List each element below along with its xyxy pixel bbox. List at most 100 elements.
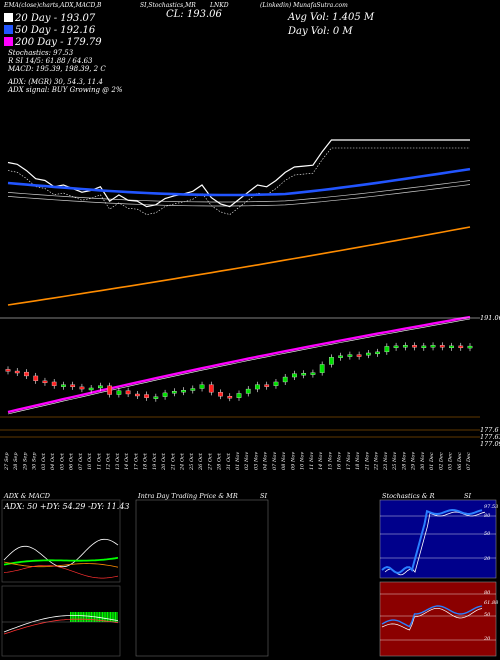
date-label: 18 Nov — [355, 452, 361, 470]
rsi-tick-value: 61.88 — [484, 600, 499, 606]
stoch-k-line — [381, 508, 483, 574]
candle-body — [245, 388, 251, 394]
legend-20-day-swatch — [4, 13, 13, 22]
candle-body — [51, 381, 57, 386]
moving-average-lines — [7, 139, 471, 415]
ma-200-price-highlight — [7, 318, 471, 415]
date-label: 11 Oct — [96, 452, 102, 470]
candle-body — [88, 387, 94, 391]
date-label: 05 Dec — [448, 452, 454, 470]
date-label: 18 Oct — [143, 452, 149, 470]
date-label: 29 Sep — [22, 452, 28, 471]
candle-body — [467, 345, 473, 349]
candle-body — [116, 390, 122, 395]
candle-body — [329, 357, 334, 365]
candle-body — [458, 345, 464, 349]
legend-50-day-label: 50 Day - 192.16 — [15, 25, 96, 36]
date-axis-labels: 27 Sep 28 Sep 29 Sep 30 Sep 03 Oct 04 Oct 05 O… — [4, 452, 472, 471]
candle-body — [79, 386, 85, 390]
date-label: 28 Nov — [401, 452, 407, 471]
price-label-current: 191.06 — [480, 314, 500, 322]
ma-band-lower — [7, 184, 471, 207]
candle-body — [190, 388, 196, 391]
date-label: 13 Oct — [115, 452, 121, 470]
legend-50-day: 50 Day - 192.16 — [4, 25, 95, 36]
info-rsi: R SI 14/5: 61.88 / 64.63 — [8, 57, 93, 65]
candle-body — [153, 396, 159, 399]
date-label: 25 Oct — [189, 452, 195, 471]
date-label: 04 Nov — [263, 452, 269, 470]
macd-histogram-bar — [105, 612, 107, 622]
candle-body — [421, 345, 427, 349]
candle-body — [171, 391, 177, 394]
date-label: 27 Sep — [4, 452, 10, 471]
date-label: 25 Nov — [392, 452, 398, 471]
stoch-tick-20: 20 — [484, 556, 491, 562]
candle-body — [70, 384, 76, 388]
candle-body — [402, 345, 408, 348]
date-label: 02 Nov — [244, 452, 250, 470]
date-label: 07 Dec — [466, 452, 472, 470]
date-label: 04 Oct — [50, 452, 56, 470]
date-label: 23 Nov — [383, 452, 389, 471]
date-label: 07 Oct — [78, 452, 84, 470]
candle-body — [135, 393, 140, 397]
candle-body — [319, 364, 325, 373]
date-label: 08 Nov — [281, 452, 287, 470]
ma-200-price-line — [7, 315, 471, 414]
date-label: 28 Oct — [217, 452, 223, 471]
date-label: 28 Sep — [13, 452, 19, 471]
date-label: 01 Dec — [429, 452, 435, 470]
info-stochastics: Stochastics: 97.53 — [8, 49, 74, 57]
date-label: 16 Nov — [337, 452, 343, 470]
macd-histogram-bar — [87, 612, 89, 622]
candle-body — [430, 345, 436, 348]
ma-200-day-line — [7, 226, 471, 306]
macd-histogram-bar — [74, 612, 76, 622]
adx-plus-di-line — [3, 538, 119, 568]
stoch-tick-50: 50 — [484, 531, 491, 537]
date-label: 09 Nov — [290, 452, 296, 470]
info-macd: MACD: 195.39, 198.39, 2 C — [8, 65, 106, 73]
macd-histogram-bar — [90, 612, 92, 622]
candle-body — [273, 381, 279, 386]
ma-20-day-line — [7, 139, 470, 208]
macd-histogram-bar — [100, 612, 102, 622]
legend-200-day: 200 Day - 179.79 — [4, 37, 102, 48]
date-label: 02 Dec — [438, 452, 444, 470]
macd-histogram-bar — [89, 612, 91, 622]
legend-20-day-label: 20 Day - 193.07 — [15, 13, 96, 24]
price-reference-lines — [0, 317, 480, 438]
date-label: 27 Oct — [207, 452, 213, 471]
candle-body — [33, 375, 39, 382]
intraday-panel-frame — [135, 499, 269, 657]
macd-histogram-bar — [81, 612, 83, 622]
price-label-3: 177.09 — [480, 440, 500, 448]
date-label: 01 Nov — [235, 452, 241, 470]
candle-body — [227, 396, 233, 399]
header-close-price: CL: 193.06 — [166, 9, 222, 20]
candle-body — [449, 345, 454, 349]
macd-histogram-bar — [84, 612, 86, 622]
candle-body — [14, 370, 20, 374]
macd-histogram-bar — [111, 612, 113, 622]
date-label: 12 Oct — [106, 452, 112, 470]
candle-body — [199, 384, 205, 389]
indicator-panels — [1, 499, 497, 657]
info-adx: ADX: (MGR) 30, 54.3, 11.4 — [8, 78, 103, 86]
date-label: 26 Oct — [198, 452, 204, 471]
legend-200-day-label: 200 Day - 179.79 — [15, 37, 102, 48]
candle-body — [393, 345, 399, 349]
candle-body — [144, 394, 149, 398]
header-company: (Linkedin) MunafaSutra.com — [260, 2, 348, 9]
candle-body — [208, 384, 214, 393]
date-label: 06 Oct — [69, 452, 75, 470]
date-label: 17 Oct — [133, 452, 139, 470]
candle-body — [282, 376, 288, 383]
date-label: 06 Dec — [457, 452, 463, 470]
date-label: 21 Oct — [170, 452, 176, 471]
rsi-line — [381, 605, 483, 628]
stoch-d-line — [384, 511, 486, 576]
header-ema-label: EMA(close)charts,ADX,MACD,B — [4, 2, 102, 9]
date-label: 19 Oct — [152, 452, 158, 470]
